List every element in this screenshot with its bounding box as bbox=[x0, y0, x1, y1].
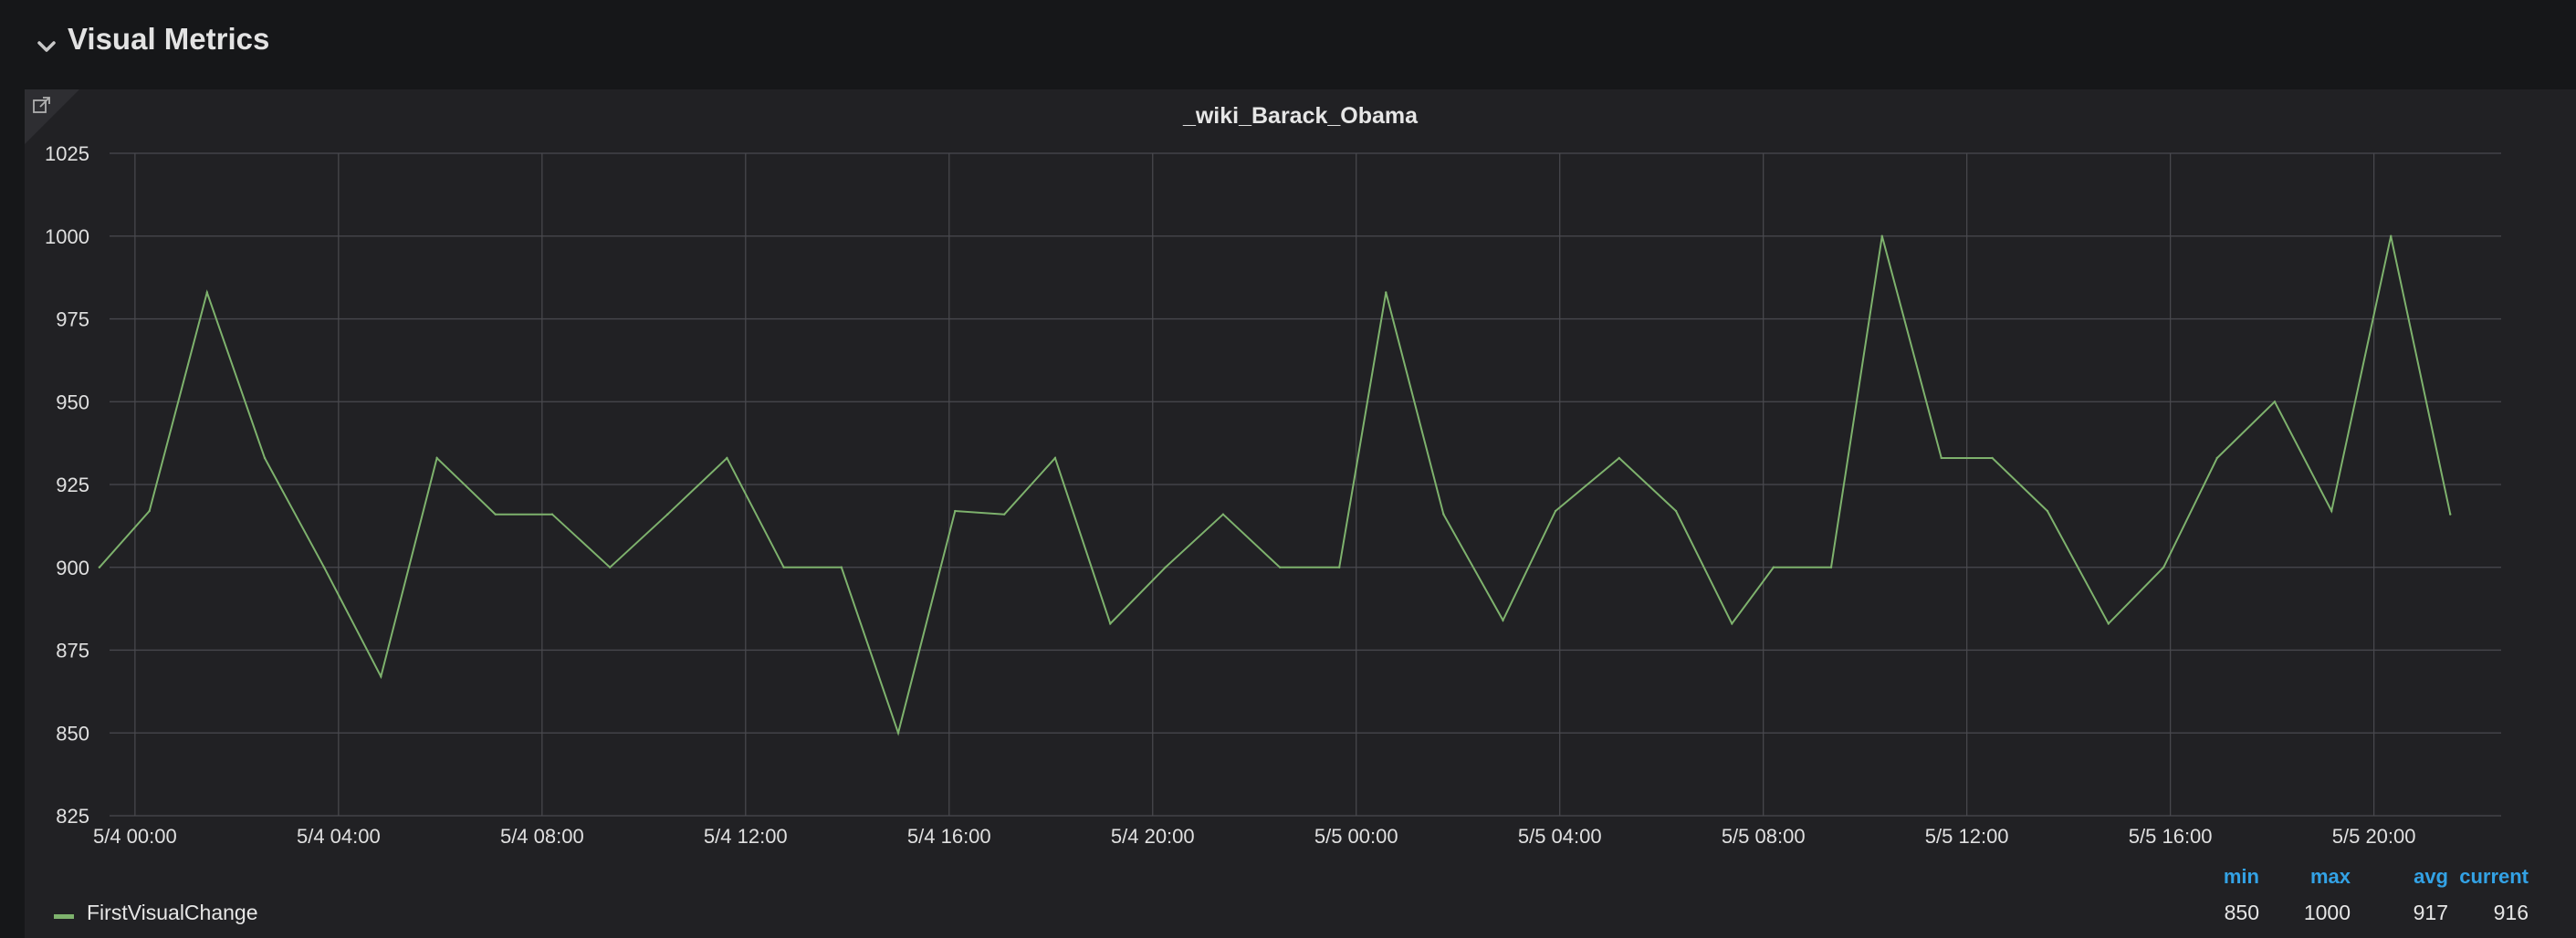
y-tick-label: 1025 bbox=[45, 142, 89, 165]
y-tick-label: 875 bbox=[56, 640, 89, 662]
data-point bbox=[263, 456, 267, 460]
data-point bbox=[1442, 513, 1445, 516]
panel-corner bbox=[25, 89, 79, 144]
y-tick-label: 1000 bbox=[45, 225, 89, 248]
data-point bbox=[1829, 566, 1833, 568]
data-point bbox=[1991, 456, 1994, 460]
y-tick-label: 925 bbox=[56, 474, 89, 496]
x-tick-label: 5/5 00:00 bbox=[1314, 825, 1398, 848]
data-point bbox=[1674, 509, 1678, 513]
legend-header-current[interactable]: current bbox=[2459, 865, 2529, 888]
line-chart[interactable]: 825 850 875 900 925 950 975 1000 1025 5/4 00:00 5/… bbox=[25, 89, 2576, 865]
legend-value-current: 916 bbox=[2493, 901, 2529, 924]
data-point bbox=[726, 456, 728, 460]
x-tick-label: 5/4 04:00 bbox=[297, 825, 381, 848]
legend-header-min[interactable]: min bbox=[2223, 865, 2259, 888]
data-point bbox=[148, 509, 151, 513]
data-point bbox=[435, 456, 438, 460]
y-tick-label: 900 bbox=[56, 557, 89, 579]
row-header: Visual Metrics bbox=[0, 0, 2576, 88]
data-point bbox=[2162, 566, 2165, 568]
data-point bbox=[2449, 513, 2452, 516]
data-point bbox=[550, 513, 554, 516]
data-point bbox=[1278, 566, 1282, 568]
x-tick-label: 5/5 04:00 bbox=[1518, 825, 1602, 848]
data-point bbox=[1002, 513, 1006, 516]
chevron-down-icon[interactable] bbox=[35, 35, 58, 58]
data-point bbox=[2215, 456, 2218, 460]
row-title[interactable]: Visual Metrics bbox=[68, 22, 270, 56]
data-point bbox=[1053, 456, 1057, 460]
data-point bbox=[896, 732, 900, 735]
legend-header-avg[interactable]: avg bbox=[2414, 865, 2448, 888]
legend-series-name[interactable]: FirstVisualChange bbox=[87, 901, 258, 924]
data-point bbox=[840, 566, 843, 568]
data-point bbox=[380, 675, 382, 678]
data-point bbox=[494, 513, 497, 516]
legend-header-max[interactable]: max bbox=[2309, 865, 2351, 888]
y-tick-label: 975 bbox=[56, 308, 89, 331]
data-point bbox=[954, 509, 957, 513]
data-point bbox=[2330, 509, 2333, 513]
x-tick-label: 5/5 20:00 bbox=[2332, 825, 2416, 848]
legend-value-max: 1000 bbox=[2303, 901, 2351, 924]
data-point bbox=[2273, 401, 2277, 403]
x-tick-label: 5/4 00:00 bbox=[93, 825, 177, 848]
x-tick-label: 5/5 08:00 bbox=[1722, 825, 1806, 848]
data-point bbox=[1880, 234, 1883, 237]
data-point bbox=[1940, 456, 1943, 460]
data-point bbox=[1221, 513, 1225, 516]
x-tick-label: 5/5 16:00 bbox=[2129, 825, 2213, 848]
data-point bbox=[2046, 509, 2049, 513]
x-tick-label: 5/4 08:00 bbox=[500, 825, 584, 848]
external-link-icon[interactable] bbox=[32, 95, 52, 115]
graph-panel: _wiki_Barack_Obama 825 850 875 900 925 950 975… bbox=[25, 89, 2576, 938]
legend-value-avg: 917 bbox=[2413, 901, 2448, 924]
data-point bbox=[2390, 234, 2393, 237]
data-point bbox=[1772, 566, 1775, 568]
data-point bbox=[98, 566, 101, 568]
data-point bbox=[666, 513, 669, 516]
legend-value-min: 850 bbox=[2224, 901, 2259, 924]
data-point bbox=[1554, 509, 1557, 513]
data-point bbox=[2107, 622, 2110, 625]
x-tick-label: 5/4 20:00 bbox=[1111, 825, 1195, 848]
data-point bbox=[1618, 456, 1620, 460]
data-point bbox=[608, 566, 612, 568]
data-point bbox=[1502, 619, 1504, 622]
data-point bbox=[1109, 622, 1112, 625]
data-point bbox=[1337, 566, 1341, 568]
data-point bbox=[205, 291, 209, 294]
y-tick-label: 850 bbox=[56, 722, 89, 745]
data-point bbox=[1164, 566, 1167, 568]
data-point bbox=[322, 566, 326, 568]
panel-title[interactable]: _wiki_Barack_Obama bbox=[1182, 103, 1419, 129]
x-tick-label: 5/5 12:00 bbox=[1925, 825, 2009, 848]
data-point bbox=[1731, 622, 1733, 625]
x-tick-label: 5/4 12:00 bbox=[704, 825, 788, 848]
data-point bbox=[1385, 291, 1387, 294]
y-tick-label: 825 bbox=[56, 805, 89, 828]
x-tick-label: 5/4 16:00 bbox=[907, 825, 991, 848]
legend-series-swatch[interactable] bbox=[54, 914, 74, 919]
data-point bbox=[782, 566, 785, 568]
y-tick-label: 950 bbox=[56, 391, 89, 413]
